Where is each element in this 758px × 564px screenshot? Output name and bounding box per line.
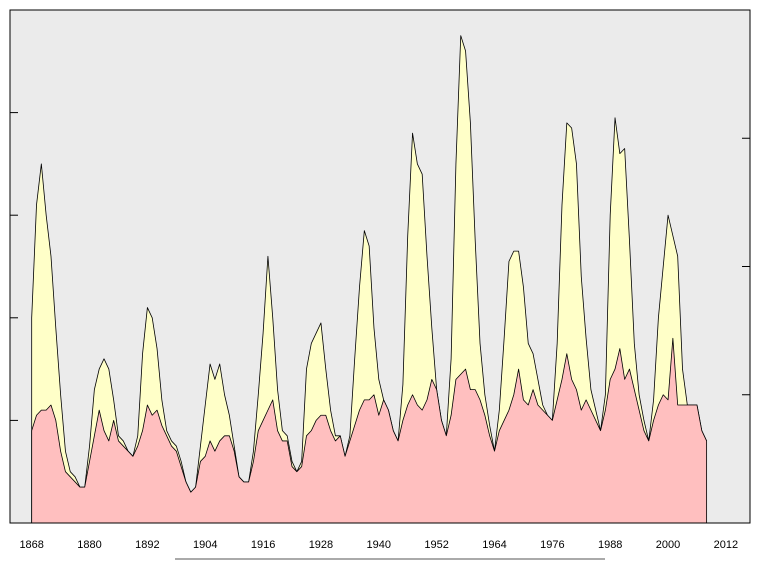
x-tick-label: 1928 (309, 539, 333, 551)
area-series (31, 35, 708, 524)
x-tick-label: 1880 (77, 539, 101, 551)
x-tick-label: 1916 (251, 539, 275, 551)
x-tick-label: 1892 (135, 539, 159, 551)
x-tick-label: 2000 (656, 539, 680, 551)
x-tick-label: 1904 (193, 539, 217, 551)
x-tick-label: 1976 (540, 539, 564, 551)
x-tick-label: 2012 (714, 539, 738, 551)
x-tick-label: 1868 (19, 539, 43, 551)
x-tick-label: 1952 (424, 539, 448, 551)
x-tick-label: 1988 (598, 539, 622, 551)
area-series (31, 337, 708, 524)
x-tick-label: 1964 (482, 539, 506, 551)
x-tick-label: 1940 (367, 539, 391, 551)
